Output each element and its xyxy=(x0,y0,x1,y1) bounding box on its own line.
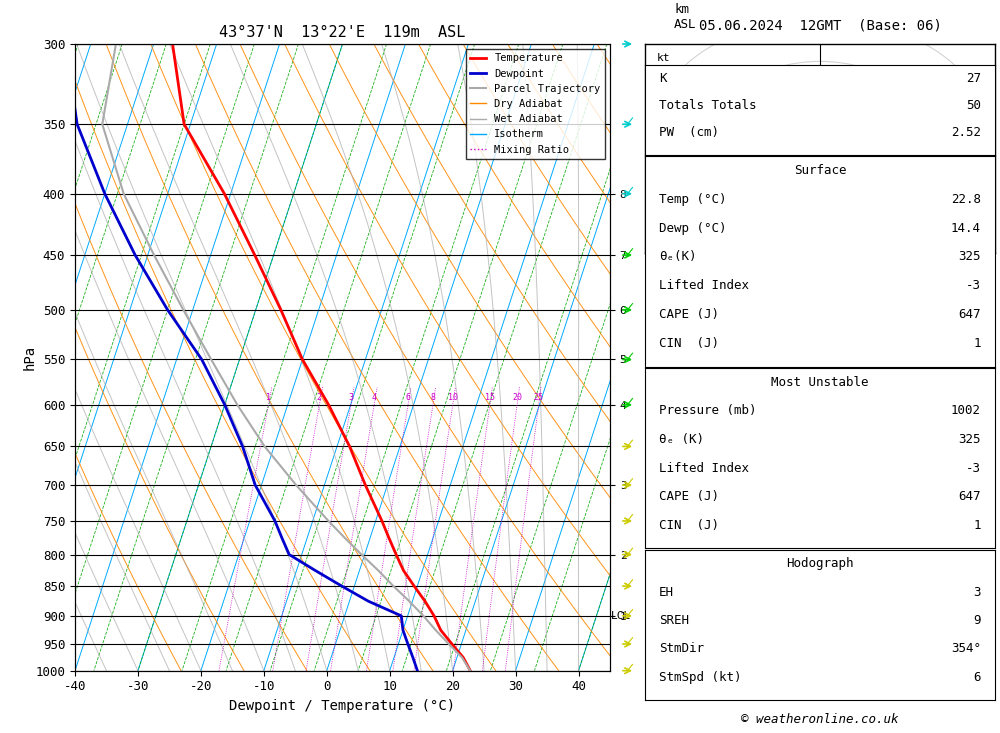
Text: hPa: hPa xyxy=(23,345,37,370)
Text: 22.8: 22.8 xyxy=(951,193,981,206)
Text: kt: kt xyxy=(657,54,670,63)
Text: -3: -3 xyxy=(966,279,981,292)
Text: 325: 325 xyxy=(958,433,981,446)
Text: 6: 6 xyxy=(974,671,981,684)
Text: km
ASL: km ASL xyxy=(674,4,697,32)
Text: 9: 9 xyxy=(974,614,981,627)
Text: Lifted Index: Lifted Index xyxy=(659,279,749,292)
Text: 1: 1 xyxy=(974,519,981,532)
Text: 647: 647 xyxy=(958,490,981,504)
Text: 1: 1 xyxy=(974,337,981,350)
Text: -3: -3 xyxy=(966,462,981,475)
Text: 2: 2 xyxy=(317,394,322,402)
Text: 4: 4 xyxy=(372,394,377,402)
Text: CAPE (J): CAPE (J) xyxy=(659,308,719,321)
Text: 1: 1 xyxy=(266,394,271,402)
Text: CIN  (J): CIN (J) xyxy=(659,337,719,350)
Text: 8: 8 xyxy=(430,394,435,402)
Text: 10: 10 xyxy=(448,394,458,402)
Text: CIN  (J): CIN (J) xyxy=(659,519,719,532)
Text: 647: 647 xyxy=(958,308,981,321)
X-axis label: Dewpoint / Temperature (°C): Dewpoint / Temperature (°C) xyxy=(229,699,456,713)
Text: Totals Totals: Totals Totals xyxy=(659,99,757,112)
Text: 20: 20 xyxy=(512,394,522,402)
Text: 3: 3 xyxy=(974,586,981,599)
Text: StmDir: StmDir xyxy=(659,643,704,655)
Text: CAPE (J): CAPE (J) xyxy=(659,490,719,504)
Text: LCL: LCL xyxy=(611,611,631,621)
Text: Pressure (mb): Pressure (mb) xyxy=(659,405,757,417)
Title: 43°37'N  13°22'E  119m  ASL: 43°37'N 13°22'E 119m ASL xyxy=(219,25,466,40)
Text: 15: 15 xyxy=(485,394,495,402)
Text: Surface: Surface xyxy=(794,164,846,177)
Text: SREH: SREH xyxy=(659,614,689,627)
Text: Hodograph: Hodograph xyxy=(786,557,854,570)
Text: Temp (°C): Temp (°C) xyxy=(659,193,726,206)
Text: 6: 6 xyxy=(406,394,411,402)
Text: © weatheronline.co.uk: © weatheronline.co.uk xyxy=(741,712,899,726)
Text: Most Unstable: Most Unstable xyxy=(771,376,869,388)
Text: Lifted Index: Lifted Index xyxy=(659,462,749,475)
Text: 3: 3 xyxy=(348,394,353,402)
Text: θₑ(K): θₑ(K) xyxy=(659,251,696,263)
Text: 354°: 354° xyxy=(951,643,981,655)
Text: PW  (cm): PW (cm) xyxy=(659,126,719,139)
Text: 50: 50 xyxy=(966,99,981,112)
Text: Dewp (°C): Dewp (°C) xyxy=(659,221,726,235)
Text: 325: 325 xyxy=(958,251,981,263)
Text: θₑ (K): θₑ (K) xyxy=(659,433,704,446)
Text: K: K xyxy=(659,72,666,85)
Text: 14.4: 14.4 xyxy=(951,221,981,235)
Text: 2.52: 2.52 xyxy=(951,126,981,139)
Text: 1002: 1002 xyxy=(951,405,981,417)
Text: StmSpd (kt): StmSpd (kt) xyxy=(659,671,742,684)
Text: EH: EH xyxy=(659,586,674,599)
Text: 27: 27 xyxy=(966,72,981,85)
Legend: Temperature, Dewpoint, Parcel Trajectory, Dry Adiabat, Wet Adiabat, Isotherm, Mi: Temperature, Dewpoint, Parcel Trajectory… xyxy=(466,49,605,159)
Text: 05.06.2024  12GMT  (Base: 06): 05.06.2024 12GMT (Base: 06) xyxy=(699,18,941,32)
Text: 25: 25 xyxy=(534,394,544,402)
